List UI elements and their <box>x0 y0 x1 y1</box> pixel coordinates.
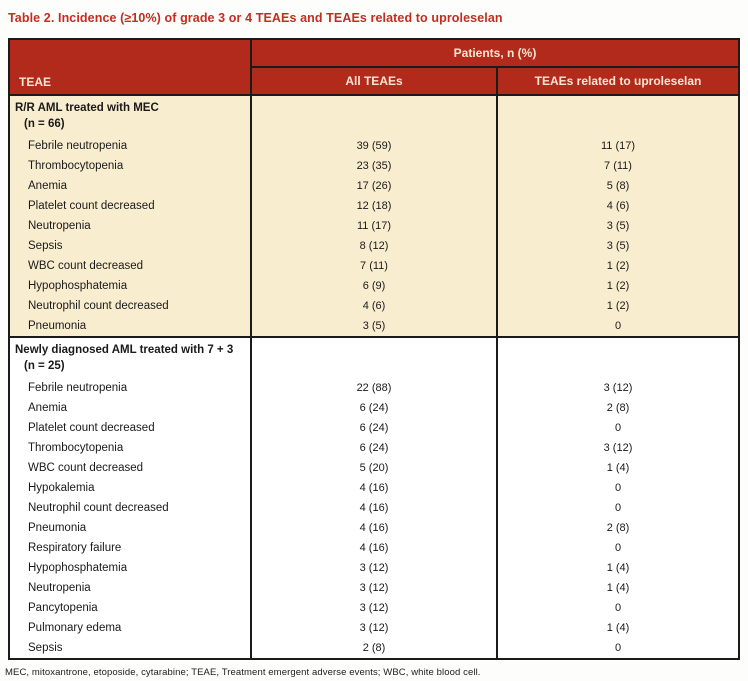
teae-label: Neutrophil count decreased <box>28 300 169 312</box>
group-header-spacer <box>250 96 496 136</box>
teae-table: TEAE Patients, n (%) All TEAEs TEAEs rel… <box>8 38 740 660</box>
teae-label: Pneumonia <box>28 320 87 332</box>
related-teaes-value: 0 <box>496 316 738 336</box>
teae-label: Febrile neutropenia <box>28 382 128 394</box>
related-teaes-value: 0 <box>496 478 738 498</box>
all-teaes-value: 39 (59) <box>250 136 496 156</box>
all-teaes-value: 7 (11) <box>250 256 496 276</box>
teae-label: WBC count decreased <box>28 260 144 272</box>
header-cell-related-teaes: TEAEs related to uproleselan <box>496 68 738 94</box>
related-teaes-value: 0 <box>496 598 738 618</box>
all-teaes-value: 2 (8) <box>250 638 496 658</box>
related-teaes-value: 1 (4) <box>496 458 738 478</box>
teae-label: Platelet count decreased <box>28 200 155 212</box>
all-teaes-value: 3 (12) <box>250 598 496 618</box>
related-teaes-value: 3 (5) <box>496 236 738 256</box>
teae-label: Febrile neutropenia <box>28 140 128 152</box>
teae-label: Neutropenia <box>28 582 91 594</box>
all-teaes-value: 17 (26) <box>250 176 496 196</box>
related-teaes-value: 3 (12) <box>496 438 738 458</box>
teae-label: Platelet count decreased <box>28 422 155 434</box>
teae-label: Anemia <box>28 402 67 414</box>
teae-label: WBC count decreased <box>28 462 144 474</box>
teae-label: Anemia <box>28 180 67 192</box>
teae-label: Hypokalemia <box>28 482 95 494</box>
related-teaes-value: 3 (12) <box>496 378 738 398</box>
all-teaes-value: 6 (24) <box>250 398 496 418</box>
all-teaes-value: 23 (35) <box>250 156 496 176</box>
all-teaes-value: 22 (88) <box>250 378 496 398</box>
teae-label: Pulmonary edema <box>28 622 122 634</box>
related-teaes-value: 7 (11) <box>496 156 738 176</box>
all-teaes-value: 5 (20) <box>250 458 496 478</box>
header-cell-patients-span: Patients, n (%) <box>250 40 738 68</box>
related-teaes-value: 1 (4) <box>496 558 738 578</box>
all-teaes-value: 4 (16) <box>250 538 496 558</box>
all-teaes-value: 4 (6) <box>250 296 496 316</box>
group-header-spacer <box>496 96 738 136</box>
related-teaes-value: 4 (6) <box>496 196 738 216</box>
related-teaes-value: 0 <box>496 498 738 518</box>
group-header-line1: Newly diagnosed AML treated with 7 + 3 <box>15 344 234 356</box>
teae-label: Thrombocytopenia <box>28 160 124 172</box>
related-teaes-value: 11 (17) <box>496 136 738 156</box>
all-teaes-value: 6 (24) <box>250 438 496 458</box>
section-newly-diagnosed-7p3: Newly diagnosed AML treated with 7 + 3 (… <box>10 336 738 658</box>
related-teaes-value: 1 (4) <box>496 618 738 638</box>
table-header: TEAE Patients, n (%) All TEAEs TEAEs rel… <box>10 40 738 96</box>
related-teaes-value: 0 <box>496 418 738 438</box>
all-teaes-value: 3 (12) <box>250 558 496 578</box>
group-header-line2: (n = 66) <box>24 118 65 130</box>
group-header-newly-diagnosed: Newly diagnosed AML treated with 7 + 3 (… <box>10 338 250 378</box>
group-header-spacer <box>250 338 496 378</box>
related-teaes-value: 1 (2) <box>496 256 738 276</box>
related-teaes-value: 1 (4) <box>496 578 738 598</box>
all-teaes-value: 4 (16) <box>250 518 496 538</box>
all-teaes-value: 6 (24) <box>250 418 496 438</box>
teae-label: Thrombocytopenia <box>28 442 124 454</box>
related-teaes-value: 0 <box>496 638 738 658</box>
related-teaes-value: 5 (8) <box>496 176 738 196</box>
header-cell-all-teaes: All TEAEs <box>250 68 496 94</box>
all-teaes-value: 8 (12) <box>250 236 496 256</box>
teae-label: Sepsis <box>28 642 63 654</box>
group-header-rr-aml: R/R AML treated with MEC (n = 66) <box>10 96 250 136</box>
all-teaes-value: 3 (12) <box>250 578 496 598</box>
all-teaes-value: 12 (18) <box>250 196 496 216</box>
teae-label: Neutrophil count decreased <box>28 502 169 514</box>
group-header-line1: R/R AML treated with MEC <box>15 102 159 114</box>
all-teaes-value: 4 (16) <box>250 478 496 498</box>
teae-label: Respiratory failure <box>28 542 122 554</box>
group-header-line2: (n = 25) <box>24 360 65 372</box>
teae-label: Neutropenia <box>28 220 91 232</box>
related-teaes-value: 1 (2) <box>496 296 738 316</box>
all-teaes-value: 3 (5) <box>250 316 496 336</box>
teae-label: Pancytopenia <box>28 602 98 614</box>
related-teaes-value: 3 (5) <box>496 216 738 236</box>
all-teaes-value: 6 (9) <box>250 276 496 296</box>
related-teaes-value: 2 (8) <box>496 518 738 538</box>
group-header-spacer <box>496 338 738 378</box>
teae-label: Pneumonia <box>28 522 87 534</box>
teae-label: Sepsis <box>28 240 63 252</box>
teae-label: Hypophosphatemia <box>28 280 128 292</box>
teae-label: Hypophosphatemia <box>28 562 128 574</box>
all-teaes-value: 3 (12) <box>250 618 496 638</box>
related-teaes-value: 2 (8) <box>496 398 738 418</box>
table-footnote: MEC, mitoxantrone, etoposide, cytarabine… <box>5 667 481 678</box>
section-rr-aml-mec: R/R AML treated with MEC (n = 66) Febril… <box>10 96 738 336</box>
related-teaes-value: 1 (2) <box>496 276 738 296</box>
related-teaes-value: 0 <box>496 538 738 558</box>
table-title: Table 2. Incidence (≥10%) of grade 3 or … <box>8 11 503 25</box>
all-teaes-value: 11 (17) <box>250 216 496 236</box>
all-teaes-value: 4 (16) <box>250 498 496 518</box>
header-cell-teae: TEAE <box>19 75 52 89</box>
